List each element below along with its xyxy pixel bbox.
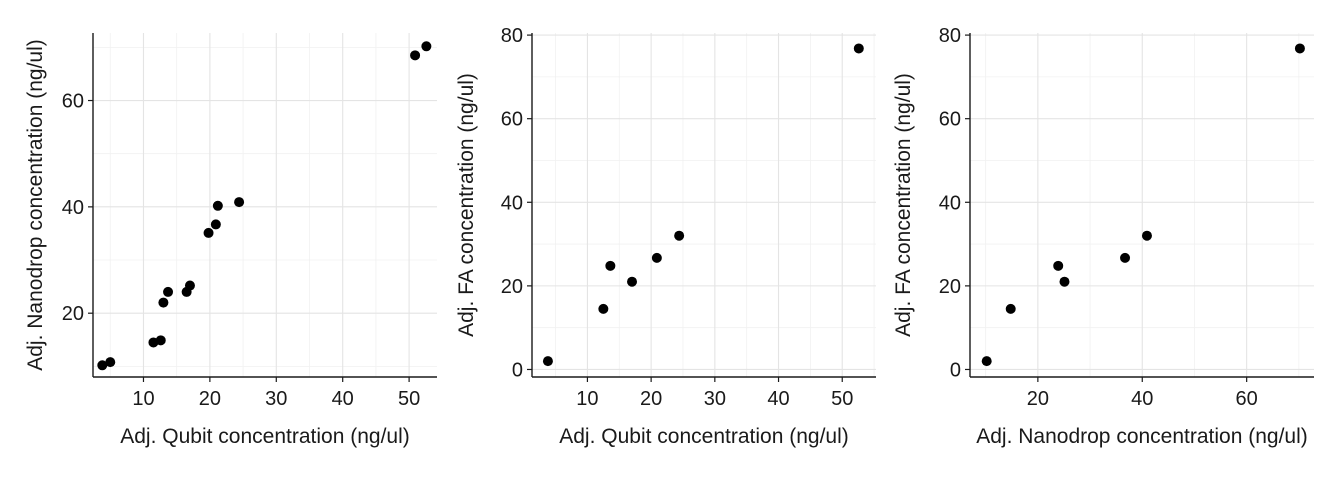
data-point bbox=[163, 286, 174, 297]
x-tick-label: 20 bbox=[199, 388, 221, 410]
y-tick-label: 0 bbox=[950, 359, 961, 381]
axes bbox=[527, 33, 876, 382]
data-point bbox=[598, 303, 609, 314]
tick-labels: 10 20 30 40 50 20 40 60 bbox=[62, 91, 420, 410]
y-axis-label: Adj. FA concentration (ng/ul) bbox=[892, 73, 915, 337]
grid bbox=[970, 33, 1314, 377]
data-point bbox=[210, 219, 221, 230]
grid bbox=[532, 33, 876, 377]
data-point bbox=[155, 335, 166, 346]
data-point bbox=[234, 197, 245, 208]
data-point bbox=[1141, 230, 1152, 241]
axes bbox=[88, 33, 437, 382]
x-tick-label: 20 bbox=[1027, 388, 1049, 410]
x-tick-label: 50 bbox=[831, 388, 853, 410]
data-point bbox=[184, 280, 195, 291]
y-tick-label: 60 bbox=[501, 109, 523, 131]
data-point bbox=[1120, 252, 1131, 263]
data-point bbox=[542, 356, 553, 367]
x-axis-label: Adj. Qubit concentration (ng/ul) bbox=[120, 425, 410, 448]
scatter-panel-nanodrop-vs-fa: 20 40 60 0 20 40 60 80 Adj. Nanodrop concentrat… bbox=[892, 25, 1314, 448]
scatter-panel-qubit-vs-nanodrop: 10 20 30 40 50 20 40 60 Adj. Qubit concentratio… bbox=[24, 33, 437, 448]
x-tick-label: 20 bbox=[640, 388, 662, 410]
data-point bbox=[158, 297, 169, 308]
data-point bbox=[605, 260, 616, 271]
axes bbox=[965, 33, 1314, 382]
data-point bbox=[651, 252, 662, 263]
data-point bbox=[421, 41, 432, 52]
data-point bbox=[1294, 43, 1305, 54]
data-point bbox=[627, 276, 638, 287]
data-point bbox=[1005, 303, 1016, 314]
tick-labels: 10 20 30 40 50 0 20 40 60 80 bbox=[501, 25, 854, 410]
y-tick-label: 0 bbox=[512, 359, 523, 381]
x-tick-label: 10 bbox=[132, 388, 154, 410]
x-axis-label: Adj. Qubit concentration (ng/ul) bbox=[559, 425, 849, 448]
data-point bbox=[1053, 260, 1064, 271]
y-axis-label: Adj. Nanodrop concentration (ng/ul) bbox=[24, 39, 47, 371]
points bbox=[97, 41, 432, 371]
x-tick-label: 30 bbox=[265, 388, 287, 410]
x-tick-label: 60 bbox=[1236, 388, 1258, 410]
y-tick-label: 80 bbox=[939, 25, 961, 47]
x-tick-label: 40 bbox=[1131, 388, 1153, 410]
points bbox=[981, 43, 1305, 367]
data-point bbox=[97, 360, 108, 371]
y-tick-label: 40 bbox=[501, 192, 523, 214]
tick-labels: 20 40 60 0 20 40 60 80 bbox=[939, 25, 1258, 410]
y-tick-label: 20 bbox=[501, 276, 523, 298]
y-tick-label: 60 bbox=[939, 109, 961, 131]
scatter-panel-qubit-vs-fa: 10 20 30 40 50 0 20 40 60 80 Adj. Qubit concentra… bbox=[455, 25, 876, 448]
y-tick-label: 60 bbox=[62, 91, 84, 113]
x-axis-label: Adj. Nanodrop concentration (ng/ul) bbox=[976, 425, 1308, 448]
x-tick-label: 10 bbox=[576, 388, 598, 410]
data-point bbox=[981, 356, 992, 367]
data-point bbox=[203, 227, 214, 238]
y-tick-label: 40 bbox=[62, 197, 84, 219]
data-point bbox=[212, 200, 223, 211]
x-tick-label: 40 bbox=[332, 388, 354, 410]
x-tick-label: 50 bbox=[398, 388, 420, 410]
x-tick-label: 30 bbox=[704, 388, 726, 410]
y-tick-label: 20 bbox=[939, 276, 961, 298]
y-tick-label: 80 bbox=[501, 25, 523, 47]
data-point bbox=[410, 50, 421, 61]
y-tick-label: 20 bbox=[62, 303, 84, 325]
y-axis-label: Adj. FA concentration (ng/ul) bbox=[455, 73, 478, 337]
points bbox=[542, 43, 864, 367]
data-point bbox=[105, 357, 116, 368]
x-tick-label: 40 bbox=[767, 388, 789, 410]
data-point bbox=[674, 230, 685, 241]
data-point bbox=[853, 43, 864, 54]
y-tick-label: 40 bbox=[939, 192, 961, 214]
data-point bbox=[1059, 276, 1070, 287]
grid bbox=[93, 33, 437, 377]
